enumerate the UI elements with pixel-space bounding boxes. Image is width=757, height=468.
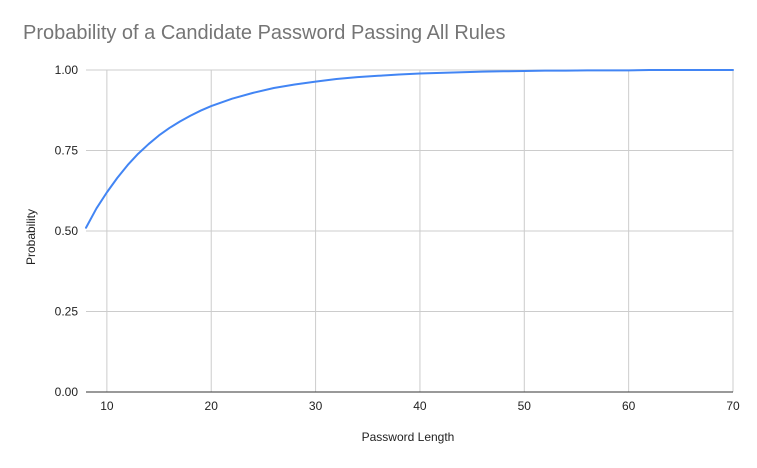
y-tick-label: 0.75 — [55, 144, 79, 158]
tick-labels: 10 20 30 40 50 60 70 0.00 0.25 0.50 0.75 1.00 — [55, 63, 740, 413]
chart-title: Probability of a Candidate Password Pass… — [23, 22, 506, 44]
y-axis-title: Probability — [24, 209, 38, 265]
grid — [86, 69, 734, 392]
x-tick-label: 20 — [205, 399, 219, 413]
x-tick-label: 40 — [413, 399, 427, 413]
x-tick-label: 60 — [622, 399, 636, 413]
y-tick-label: 0.25 — [55, 305, 79, 319]
y-tick-label: 0.50 — [55, 224, 79, 238]
y-tick-label: 1.00 — [55, 63, 79, 77]
series-line — [85, 69, 734, 229]
x-tick-label: 50 — [518, 399, 532, 413]
series-layer — [85, 69, 734, 229]
x-tick-label: 10 — [100, 399, 114, 413]
y-tick-label: 0.00 — [55, 385, 79, 399]
x-tick-label: 30 — [309, 399, 323, 413]
x-axis-title: Password Length — [362, 430, 455, 444]
x-tick-label: 70 — [726, 399, 740, 413]
